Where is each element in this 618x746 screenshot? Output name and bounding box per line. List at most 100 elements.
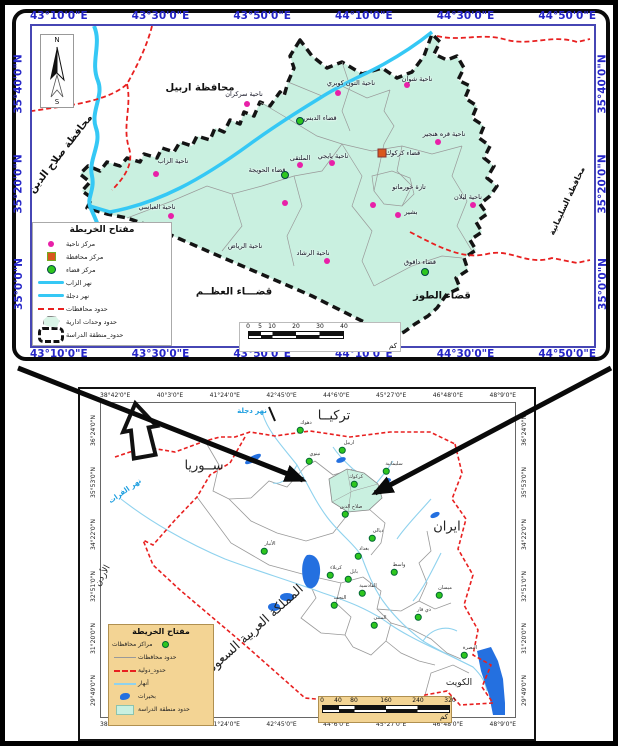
- legend-row: حدود منطقة الدراسة: [112, 703, 210, 716]
- latitude-label: 29°49'0"N: [520, 674, 528, 706]
- longitude-label: 44°50'0"E: [538, 348, 596, 360]
- legend-label: أنهار: [138, 680, 149, 687]
- longitude-label: 48°9'0"E: [489, 392, 516, 399]
- longitude-label: 43°30'0"E: [131, 348, 190, 360]
- longitude-label: 43°50'0"E: [233, 10, 291, 22]
- scalebar-tick: 160: [380, 697, 392, 704]
- legend-items: مركز ناحية مركز محافظة مركز قضاء نهر الز…: [36, 237, 168, 341]
- legend-symbol-icon: [112, 693, 138, 700]
- kirkuk-highlight-subdivisions: [331, 468, 379, 513]
- compass-needle-icon: [50, 46, 65, 98]
- legend-label: مركز ناحية: [66, 239, 96, 248]
- scalebar-tick: 40: [340, 323, 348, 330]
- scalebar-tick: 240: [412, 697, 424, 704]
- longitude-label: 42°45'0"E: [266, 392, 297, 399]
- north-arrow-top: N S: [40, 34, 74, 108]
- kirkuk-map-art: [32, 26, 591, 343]
- legend-symbol-icon: [36, 294, 66, 297]
- latitude-label: 31°20'0"N: [89, 622, 97, 654]
- scalebar-tick: 10: [268, 323, 276, 330]
- iraq-scalebar: 0 40 80 160 240 320 كم: [318, 696, 456, 723]
- kirkuk-scalebar: 0 5 10 20 30 40 كم: [239, 322, 401, 352]
- legend-row: نهر الزاب: [36, 276, 168, 289]
- legend-label: بحيرات: [138, 693, 156, 700]
- latitude-label: 34°22'0"N: [520, 518, 528, 550]
- legend-symbol-icon: [36, 241, 66, 247]
- scalebar-tick: 0: [246, 323, 250, 330]
- legend-row: مراكز محافظات: [112, 638, 210, 651]
- latitude-label: 36°24'0"N: [89, 414, 97, 446]
- scalebar-tick: 320: [444, 697, 456, 704]
- longitude-label: 45°27'0"E: [376, 721, 407, 728]
- legend-row: حدود_منطقة الدراسة: [36, 328, 168, 341]
- scalebar-bar2: [322, 709, 450, 713]
- legend-label: حدود محافظات: [138, 654, 177, 661]
- longitude-label: 43°10'0"E: [30, 10, 88, 22]
- legend-label: نهر دجلة: [66, 291, 90, 300]
- longitude-label: 46°48'0"E: [432, 392, 464, 399]
- legend-label: نهر الزاب: [66, 278, 92, 287]
- legend-title: مفتاح الخريطة: [69, 225, 135, 235]
- legend-label: حدود وحدات ادارية: [66, 317, 118, 326]
- scalebar-tick: 80: [350, 697, 358, 704]
- north-label: N: [54, 36, 60, 44]
- block-arrow-icon: [119, 399, 161, 461]
- scalebar-unit: كم: [389, 342, 397, 350]
- kirkuk-lat-labels-left: 35°40'0"N 35°20'0"N 35°0'0"N: [12, 34, 26, 334]
- scalebar-bar: [322, 705, 450, 709]
- longitude-label: 44°50'0"E: [538, 10, 596, 22]
- map-tick-mark: [268, 406, 276, 422]
- kirkuk-legend: مفتاح الخريطة مركز ناحية مركز محافظة مرك…: [32, 222, 172, 346]
- legend-label: حدود_دولية: [138, 667, 166, 674]
- latitude-label: 34°22'0"N: [89, 518, 97, 550]
- legend-row: حدود وحدات ادارية: [36, 315, 168, 328]
- longitude-label: 48°9'0"E: [489, 721, 516, 728]
- legend-symbol-icon: [36, 327, 66, 343]
- scalebar-unit: كم: [440, 713, 448, 721]
- scalebar-ticks: 0 5 10 20 30 40: [246, 323, 348, 331]
- scalebar-tick: 20: [292, 323, 300, 330]
- kirkuk-lat-labels-right: 35°40'0"N 35°20'0"N 35°0'0"N: [596, 34, 610, 334]
- legend-symbol-icon: [36, 265, 66, 274]
- latitude-label: 35°20'0"N: [13, 154, 26, 214]
- legend-symbol-icon: [36, 308, 66, 310]
- latitude-label: 35°40'0"N: [13, 54, 26, 114]
- longitude-label: 44°6'0"E: [323, 392, 350, 399]
- legend-row: حدود محافظات: [112, 651, 210, 664]
- latitude-label: 35°53'0"N: [89, 466, 97, 498]
- scalebar-ticks: 0 40 80 160 240 320: [320, 697, 456, 705]
- legend-label: حدود_منطقة الدراسة: [66, 330, 124, 339]
- scalebar-bar: [248, 331, 344, 335]
- legend-symbol-icon: [112, 657, 138, 658]
- legend-row: مركز محافظة: [36, 250, 168, 263]
- legend-symbol-icon: [112, 705, 138, 715]
- latitude-label: 35°20'0"N: [597, 154, 610, 214]
- longitude-label: 43°10'0"E: [30, 348, 88, 360]
- iraq-lat-labels-left: 36°24'0"N 35°53'0"N 34°22'0"N 32°51'0"N 31°2…: [88, 404, 98, 716]
- scalebar-tick: 5: [258, 323, 262, 330]
- longitude-label: 44°30'0"E: [436, 10, 495, 22]
- south-label: S: [54, 98, 60, 106]
- iraq-legend: مفتاح الخريطة مراكز محافظات حدود محافظات…: [108, 624, 214, 726]
- longitude-label: 43°30'0"E: [131, 10, 190, 22]
- legend-symbol-icon: [36, 281, 66, 284]
- latitude-label: 35°0'0"N: [597, 258, 610, 310]
- governorate-borders: [32, 26, 591, 264]
- longitude-label: 44°6'0"E: [323, 721, 350, 728]
- longitude-label: 46°48'0"E: [432, 721, 464, 728]
- legend-label: مركز محافظة: [66, 252, 104, 261]
- latitude-label: 31°20'0"N: [520, 622, 528, 654]
- legend-label: مراكز محافظات: [112, 641, 153, 648]
- latitude-label: 35°0'0"N: [13, 258, 26, 310]
- longitude-label: 42°45'0"E: [266, 721, 297, 728]
- north-arrow-bottom: [119, 399, 161, 461]
- latitude-label: 32°51'0"N: [520, 570, 528, 602]
- longitude-label: 41°24'0"E: [209, 721, 240, 728]
- longitude-label: 41°24'0"E: [209, 392, 240, 399]
- iraq-lat-labels-right: 36°24'0"N 35°53'0"N 34°22'0"N 32°51'0"N 31°2…: [519, 404, 529, 716]
- scalebar-bar2: [248, 335, 344, 339]
- legend-label: حدود منطقة الدراسة: [138, 706, 190, 713]
- scalebar-tick: 0: [320, 697, 324, 704]
- legend-title: مفتاح الخريطة: [132, 627, 190, 636]
